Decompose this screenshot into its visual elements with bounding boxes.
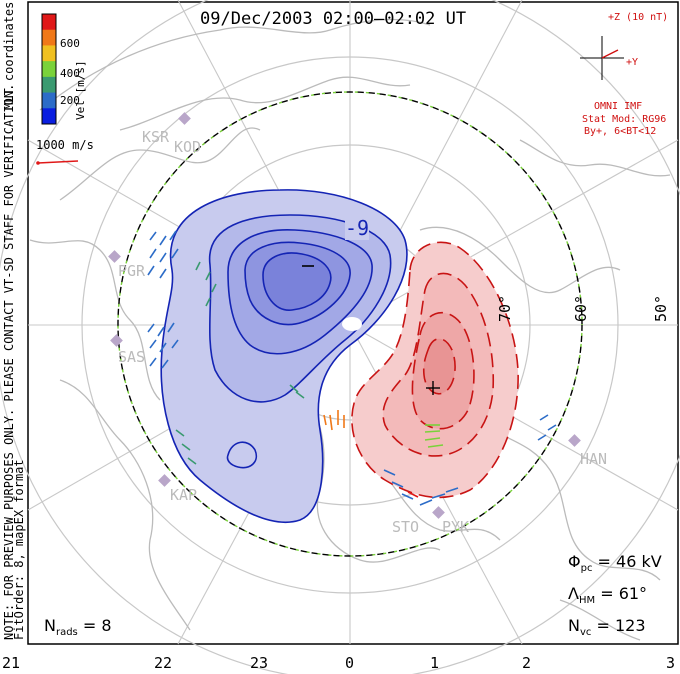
stat-nrads-sub: rads [55, 627, 78, 639]
stat-nvc-value: = 123 [596, 616, 646, 635]
velocity-vectors [147, 230, 557, 506]
mlt-tick: 21 [2, 654, 21, 672]
stat-phi-sub: pc [580, 563, 593, 575]
mlt-tick: 0 [345, 654, 355, 672]
station-sto: STO [392, 518, 420, 536]
colorbar-segment [42, 61, 56, 78]
imf-model: Stat Mod: RG96 [582, 114, 667, 125]
stat-phi-pc: Φpc = 46 kV [568, 552, 662, 574]
contour-label: -9 [345, 216, 370, 240]
colorbar-tick-400: 400 [60, 67, 80, 80]
station-han: HAN [580, 450, 608, 468]
station-kod: KOD [174, 138, 202, 156]
imf-z-label: +Z (10 nT) [608, 12, 669, 23]
mlt-tick: 3 [666, 654, 676, 672]
station-kap: KAP [170, 486, 198, 504]
latitude-label-60: 60° [572, 294, 590, 322]
colorbar-segment [42, 76, 56, 94]
fit-order: FitOrder: 8, mapEX format [12, 459, 26, 640]
imf-dial [580, 36, 624, 80]
stat-nvc: Nvc = 123 [568, 616, 646, 638]
imf-bins: By+, 6<BT<12 [584, 126, 657, 137]
velocity-colorbar [41, 13, 57, 125]
mlt-tick: 1 [430, 654, 440, 672]
stat-nvc-sub: vc [579, 627, 592, 639]
scale-vector [37, 160, 79, 164]
stat-lambda-symbol: Λ [568, 584, 579, 603]
station-pgr: PGR [118, 262, 146, 280]
colorbar-segment [42, 92, 56, 109]
stat-lambda-hm: ΛHM = 61° [568, 584, 647, 606]
station-pyk: PYK [442, 518, 470, 536]
mlt-tick: 23 [250, 654, 269, 672]
colorbar-segment [42, 29, 56, 46]
colorbar-segment [42, 108, 56, 125]
coastlines [29, 18, 671, 641]
colorbar-segment [42, 45, 56, 62]
stat-lambda-sub: HM [578, 595, 596, 607]
positive-potential-cell [351, 241, 519, 499]
colorbar-tick-600: 600 [60, 37, 80, 50]
stat-nrads: Nrads = 8 [44, 616, 112, 638]
colorbar-tick-200: 200 [60, 94, 80, 107]
stat-phi-symbol: Φ [568, 552, 581, 571]
negative-potential-cell [160, 189, 408, 523]
colorbar-label: Vel [m/s] [74, 60, 87, 120]
latitude-label-50: 50° [652, 294, 670, 322]
station-sas: SAS [118, 348, 146, 366]
stat-nvc-symbol: N [568, 616, 580, 635]
stat-nrads-symbol: N [44, 616, 56, 635]
station-ksr: KSR [142, 128, 170, 146]
scale-label: 1000 m/s [36, 138, 94, 152]
mlt-tick: 2 [522, 654, 532, 672]
colorbar-border [41, 13, 57, 125]
stat-nrads-value: = 8 [82, 616, 112, 635]
colorbar-segment [42, 14, 56, 31]
stat-lambda-value: = 61° [600, 584, 648, 603]
stat-phi-value: = 46 kV [597, 552, 662, 571]
imf-title: OMNI IMF [594, 101, 643, 112]
map-title: 09/Dec/2003 02:00–02:02 UT [200, 9, 467, 29]
mlt-tick: 22 [154, 654, 173, 672]
imf-y-label: +Y [626, 57, 639, 68]
latitude-label-70: 70° [496, 294, 514, 322]
